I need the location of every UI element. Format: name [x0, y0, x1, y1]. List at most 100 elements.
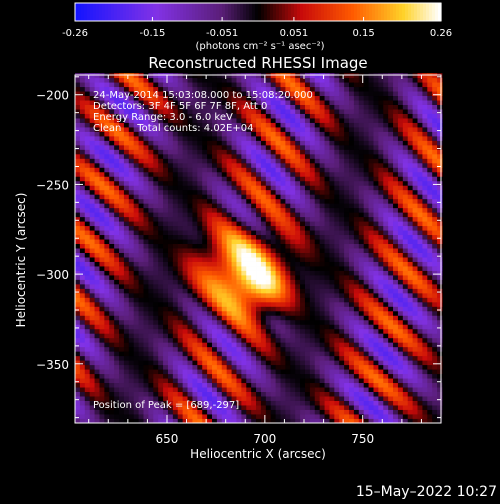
heatmap-pixel: [90, 239, 95, 244]
heatmap-pixel: [192, 297, 197, 302]
heatmap-pixel: [344, 181, 349, 186]
heatmap-pixel: [285, 302, 290, 307]
heatmap-pixel: [114, 414, 119, 419]
heatmap-pixel: [276, 271, 281, 276]
heatmap-pixel: [148, 239, 153, 244]
heatmap-pixel: [217, 208, 222, 213]
heatmap-pixel: [241, 239, 246, 244]
heatmap-pixel: [104, 248, 109, 253]
heatmap-pixel: [369, 114, 374, 119]
heatmap-pixel: [271, 387, 276, 392]
heatmap-pixel: [163, 266, 168, 271]
heatmap-pixel: [114, 329, 119, 334]
heatmap-pixel: [261, 253, 266, 258]
heatmap-pixel: [276, 279, 281, 284]
heatmap-pixel: [320, 405, 325, 410]
heatmap-pixel: [75, 405, 80, 410]
heatmap-pixel: [202, 167, 207, 172]
heatmap-pixel: [153, 212, 158, 217]
heatmap-pixel: [281, 311, 286, 316]
heatmap-pixel: [163, 221, 168, 226]
heatmap-pixel: [281, 172, 286, 177]
heatmap-pixel: [119, 244, 124, 249]
heatmap-pixel: [300, 221, 305, 226]
heatmap-pixel: [80, 158, 85, 163]
heatmap-pixel: [114, 136, 119, 141]
heatmap-pixel: [310, 82, 315, 87]
heatmap-pixel: [236, 374, 241, 379]
heatmap-pixel: [325, 114, 330, 119]
heatmap-pixel: [99, 297, 104, 302]
heatmap-pixel: [315, 288, 320, 293]
heatmap-pixel: [173, 284, 178, 289]
heatmap-pixel: [315, 194, 320, 199]
heatmap-pixel: [124, 221, 129, 226]
heatmap-pixel: [246, 140, 251, 145]
heatmap-pixel: [99, 315, 104, 320]
heatmap-pixel: [290, 315, 295, 320]
heatmap-pixel: [373, 248, 378, 253]
heatmap-pixel: [315, 176, 320, 181]
heatmap-pixel: [202, 288, 207, 293]
heatmap-pixel: [339, 217, 344, 222]
heatmap-pixel: [320, 208, 325, 213]
heatmap-pixel: [281, 185, 286, 190]
heatmap-pixel: [349, 78, 354, 83]
heatmap-pixel: [369, 306, 374, 311]
heatmap-pixel: [192, 369, 197, 374]
heatmap-pixel: [227, 387, 232, 392]
heatmap-pixel: [339, 118, 344, 123]
heatmap-pixel: [236, 226, 241, 231]
heatmap-pixel: [99, 190, 104, 195]
heatmap-pixel: [378, 396, 383, 401]
heatmap-pixel: [163, 82, 168, 87]
heatmap-pixel: [261, 190, 266, 195]
heatmap-pixel: [192, 306, 197, 311]
heatmap-pixel: [207, 78, 212, 83]
heatmap-pixel: [295, 392, 300, 397]
heatmap-pixel: [99, 136, 104, 141]
heatmap-pixel: [139, 387, 144, 392]
heatmap-pixel: [266, 123, 271, 128]
heatmap-pixel: [359, 235, 364, 240]
heatmap-pixel: [75, 306, 80, 311]
heatmap-pixel: [256, 203, 261, 208]
heatmap-pixel: [183, 149, 188, 154]
heatmap-pixel: [310, 176, 315, 181]
heatmap-pixel: [99, 248, 104, 253]
heatmap-pixel: [129, 284, 134, 289]
heatmap-pixel: [261, 217, 266, 222]
heatmap-pixel: [232, 167, 237, 172]
heatmap-pixel: [124, 365, 129, 370]
heatmap-pixel: [202, 275, 207, 280]
heatmap-pixel: [139, 356, 144, 361]
heatmap-pixel: [339, 405, 344, 410]
heatmap-pixel: [148, 378, 153, 383]
heatmap-pixel: [217, 414, 222, 419]
heatmap-pixel: [339, 73, 344, 78]
heatmap-pixel: [232, 297, 237, 302]
heatmap-pixel: [369, 244, 374, 249]
heatmap-pixel: [339, 212, 344, 217]
heatmap-pixel: [300, 253, 305, 258]
heatmap-pixel: [173, 262, 178, 267]
heatmap-pixel: [99, 338, 104, 343]
heatmap-pixel: [334, 208, 339, 213]
heatmap-pixel: [266, 140, 271, 145]
heatmap-pixel: [202, 279, 207, 284]
heatmap-pixel: [119, 221, 124, 226]
heatmap-pixel: [364, 208, 369, 213]
heatmap-pixel: [305, 347, 310, 352]
heatmap-pixel: [344, 105, 349, 110]
heatmap-pixel: [232, 78, 237, 83]
heatmap-pixel: [134, 163, 139, 168]
heatmap-pixel: [295, 140, 300, 145]
heatmap-pixel: [236, 351, 241, 356]
heatmap-pixel: [222, 387, 227, 392]
heatmap-pixel: [178, 163, 183, 168]
heatmap-pixel: [119, 387, 124, 392]
heatmap-pixel: [369, 176, 374, 181]
heatmap-pixel: [285, 185, 290, 190]
heatmap-pixel: [329, 275, 334, 280]
heatmap-pixel: [251, 293, 256, 298]
